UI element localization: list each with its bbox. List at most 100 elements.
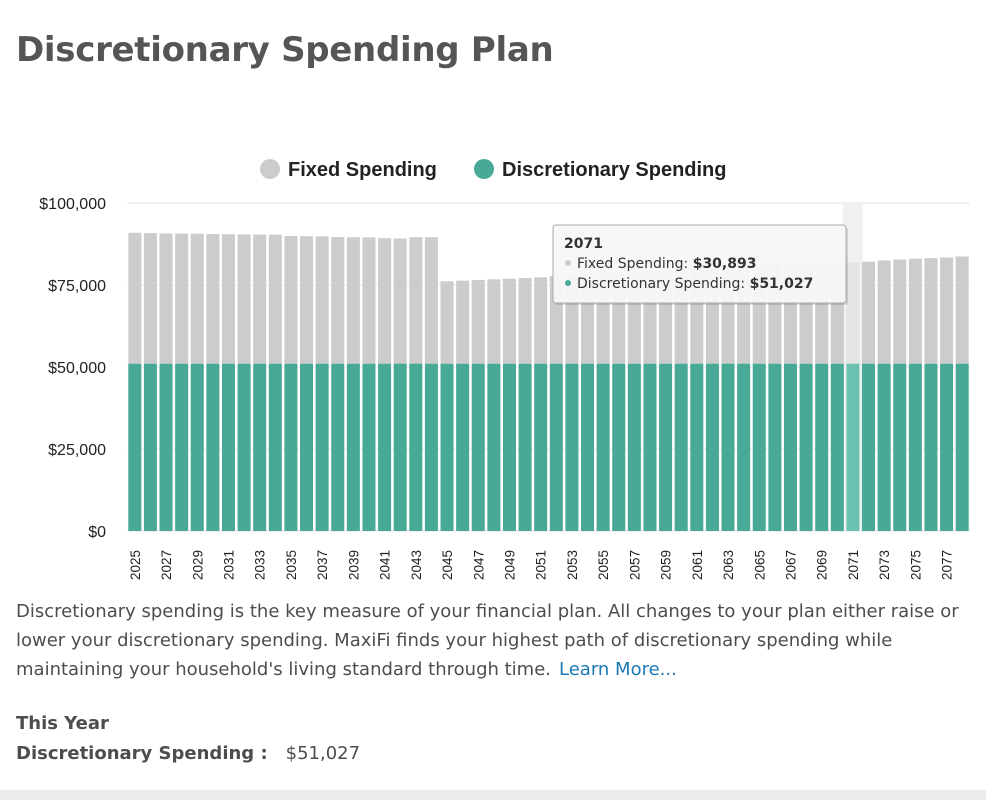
bar-2045[interactable] (440, 281, 454, 531)
bar-discretionary[interactable] (518, 363, 532, 531)
bar-discretionary[interactable] (877, 363, 891, 531)
bar-2052[interactable] (549, 276, 563, 531)
bar-2040[interactable] (362, 237, 376, 531)
bar-discretionary[interactable] (690, 363, 704, 531)
bar-fixed[interactable] (284, 236, 298, 364)
bar-discretionary[interactable] (596, 363, 610, 531)
bar-discretionary[interactable] (502, 363, 516, 531)
bar-discretionary[interactable] (862, 363, 876, 531)
bar-fixed[interactable] (190, 233, 204, 364)
bar-2061[interactable] (690, 267, 704, 531)
bar-discretionary[interactable] (393, 363, 407, 531)
bar-fixed[interactable] (502, 278, 516, 364)
bar-fixed[interactable] (331, 237, 345, 364)
bar-2075[interactable] (908, 258, 922, 531)
bar-discretionary[interactable] (908, 363, 922, 531)
bar-discretionary[interactable] (830, 363, 844, 531)
bar-discretionary[interactable] (190, 363, 204, 531)
bar-2031[interactable] (221, 234, 235, 531)
bar-fixed[interactable] (908, 258, 922, 364)
bar-discretionary[interactable] (752, 363, 766, 531)
bar-2071[interactable] (846, 262, 860, 531)
bar-2050[interactable] (518, 278, 532, 531)
bar-discretionary[interactable] (659, 363, 673, 531)
bar-fixed[interactable] (346, 237, 360, 364)
bar-discretionary[interactable] (783, 363, 797, 531)
bar-2059[interactable] (659, 269, 673, 531)
bar-2073[interactable] (877, 260, 891, 531)
bar-2072[interactable] (862, 261, 876, 531)
bar-discretionary[interactable] (331, 363, 345, 531)
bar-fixed[interactable] (175, 233, 189, 364)
bar-2049[interactable] (502, 278, 516, 531)
bar-discretionary[interactable] (315, 363, 329, 531)
bar-discretionary[interactable] (940, 363, 954, 531)
bar-2048[interactable] (487, 279, 501, 531)
bar-discretionary[interactable] (612, 363, 626, 531)
bar-2063[interactable] (721, 265, 735, 531)
bar-2058[interactable] (643, 270, 657, 531)
bar-discretionary[interactable] (487, 363, 501, 531)
bar-2033[interactable] (253, 234, 267, 531)
bar-2032[interactable] (237, 234, 251, 531)
bar-2026[interactable] (143, 233, 157, 531)
bar-2060[interactable] (674, 268, 688, 531)
bar-fixed[interactable] (877, 260, 891, 364)
bar-2051[interactable] (534, 277, 548, 531)
bar-2076[interactable] (924, 258, 938, 531)
bar-discretionary[interactable] (237, 363, 251, 531)
bar-discretionary[interactable] (565, 363, 579, 531)
bar-fixed[interactable] (846, 262, 860, 364)
bar-fixed[interactable] (893, 259, 907, 364)
bar-2055[interactable] (596, 273, 610, 531)
bar-fixed[interactable] (268, 234, 282, 364)
bar-2029[interactable] (190, 233, 204, 531)
bar-discretionary[interactable] (799, 363, 813, 531)
bar-2028[interactable] (175, 233, 189, 531)
bar-discretionary[interactable] (175, 363, 189, 531)
bar-fixed[interactable] (862, 261, 876, 364)
bar-fixed[interactable] (300, 236, 314, 364)
bar-discretionary[interactable] (643, 363, 657, 531)
bar-2078[interactable] (955, 256, 969, 531)
bar-discretionary[interactable] (300, 363, 314, 531)
bar-2062[interactable] (705, 266, 719, 531)
bar-2054[interactable] (581, 274, 595, 531)
bar-2036[interactable] (300, 236, 314, 531)
bar-2030[interactable] (206, 234, 220, 531)
bar-fixed[interactable] (206, 234, 220, 364)
bar-fixed[interactable] (378, 238, 392, 364)
bar-2025[interactable] (128, 232, 142, 531)
bar-discretionary[interactable] (456, 363, 470, 531)
bar-discretionary[interactable] (721, 363, 735, 531)
bar-2047[interactable] (471, 279, 485, 531)
bar-2056[interactable] (612, 272, 626, 531)
bar-discretionary[interactable] (705, 363, 719, 531)
bar-discretionary[interactable] (143, 363, 157, 531)
bar-fixed[interactable] (362, 237, 376, 364)
bar-fixed[interactable] (393, 238, 407, 364)
bar-discretionary[interactable] (253, 363, 267, 531)
bar-discretionary[interactable] (955, 363, 969, 531)
bar-discretionary[interactable] (221, 363, 235, 531)
bar-discretionary[interactable] (378, 363, 392, 531)
bar-fixed[interactable] (221, 234, 235, 364)
bar-discretionary[interactable] (627, 363, 641, 531)
bar-fixed[interactable] (159, 233, 173, 364)
bar-discretionary[interactable] (440, 363, 454, 531)
bar-discretionary[interactable] (846, 363, 860, 531)
bar-fixed[interactable] (955, 256, 969, 364)
bar-fixed[interactable] (924, 258, 938, 364)
bar-discretionary[interactable] (424, 363, 438, 531)
bar-2041[interactable] (378, 238, 392, 531)
bar-fixed[interactable] (487, 279, 501, 364)
bar-2035[interactable] (284, 236, 298, 531)
bar-discretionary[interactable] (815, 363, 829, 531)
bar-fixed[interactable] (940, 257, 954, 364)
bar-discretionary[interactable] (268, 363, 282, 531)
bar-fixed[interactable] (253, 234, 267, 364)
bar-2057[interactable] (627, 271, 641, 531)
bar-2037[interactable] (315, 236, 329, 531)
bar-discretionary[interactable] (128, 363, 142, 531)
bar-fixed[interactable] (143, 233, 157, 364)
